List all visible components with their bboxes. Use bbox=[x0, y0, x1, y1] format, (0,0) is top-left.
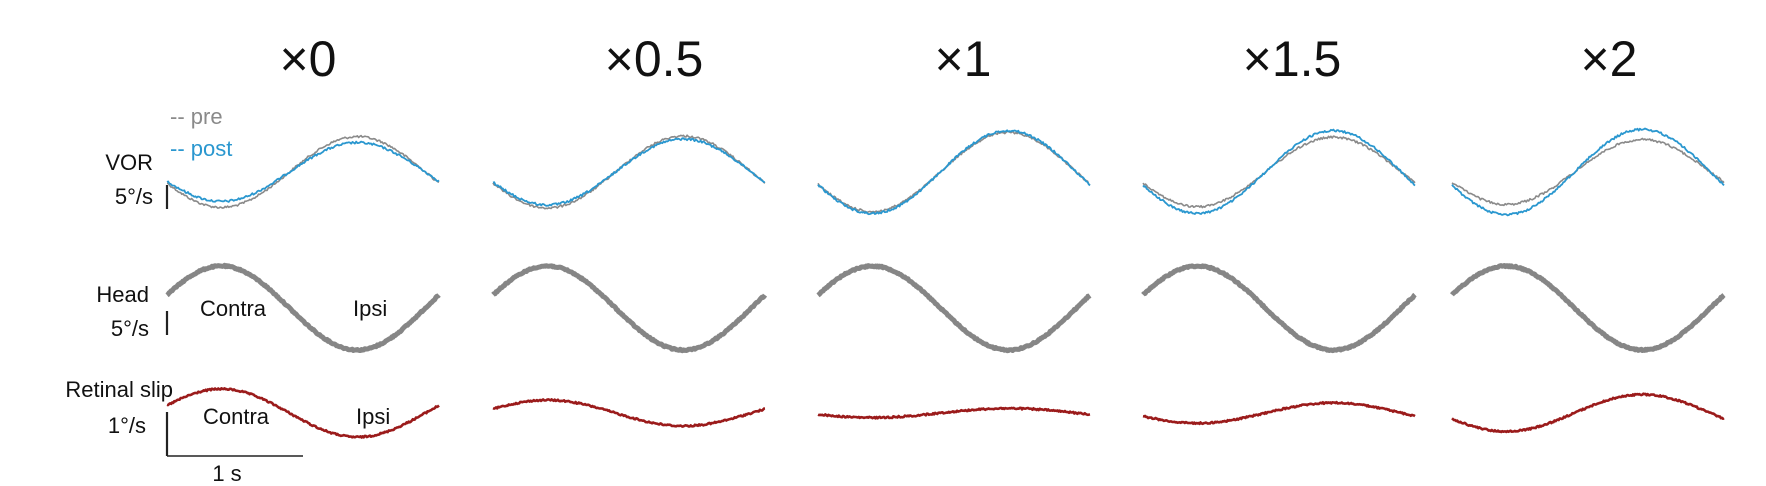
slip-contra-label: Contra bbox=[203, 404, 270, 429]
head-label: Head bbox=[96, 282, 149, 307]
annotations: Contra Ipsi Contra Ipsi 1 s bbox=[200, 296, 390, 486]
slip-scale-label: 1°/s bbox=[108, 413, 146, 438]
vor-post-trace-3 bbox=[1142, 128, 1416, 215]
slip-trace-1 bbox=[492, 398, 766, 428]
slip-ipsi-label: Ipsi bbox=[356, 404, 390, 429]
head-ipsi-label: Ipsi bbox=[353, 296, 387, 321]
col-title-4: ×2 bbox=[1580, 31, 1637, 87]
col-title-1: ×0.5 bbox=[605, 31, 704, 87]
slip-trace-3 bbox=[1142, 400, 1416, 426]
time-scale-label: 1 s bbox=[212, 461, 241, 486]
vor-post-trace-4 bbox=[1451, 127, 1725, 217]
slip-trace-4 bbox=[1451, 392, 1725, 434]
vor-pre-trace-4 bbox=[1451, 137, 1725, 207]
vor-pre-trace-1 bbox=[492, 134, 766, 210]
scale-bars bbox=[165, 185, 303, 457]
head-scale-label: 5°/s bbox=[111, 316, 149, 341]
legend-pre: -- pre bbox=[170, 104, 223, 129]
vor-pre-trace-3 bbox=[1142, 135, 1416, 209]
head-contra-label: Contra bbox=[200, 296, 267, 321]
vor-pre-trace-2 bbox=[817, 130, 1091, 213]
row-labels: VOR 5°/s Head 5°/s Retinal slip 1°/s bbox=[65, 150, 173, 438]
vor-scale-label: 5°/s bbox=[115, 184, 153, 209]
vor-post-trace-2 bbox=[817, 129, 1091, 216]
legend-post: -- post bbox=[170, 136, 232, 161]
head-trace-3 bbox=[1141, 263, 1417, 354]
slip-label: Retinal slip bbox=[65, 377, 173, 402]
vor-post-trace-0 bbox=[166, 140, 440, 203]
traces bbox=[165, 127, 1726, 439]
col-title-0: ×0 bbox=[279, 31, 336, 87]
col-title-2: ×1 bbox=[934, 31, 991, 87]
col-title-3: ×1.5 bbox=[1243, 31, 1342, 87]
slip-trace-0 bbox=[166, 387, 440, 439]
head-trace-2 bbox=[816, 263, 1092, 354]
legend: -- pre -- post bbox=[170, 104, 232, 161]
vor-pre-trace-0 bbox=[166, 134, 440, 209]
vor-label: VOR bbox=[105, 150, 153, 175]
slip-trace-2 bbox=[817, 406, 1091, 420]
head-trace-4 bbox=[1450, 263, 1726, 353]
vor-post-trace-1 bbox=[492, 137, 766, 207]
head-trace-1 bbox=[491, 263, 768, 354]
column-titles: ×0 ×0.5 ×1 ×1.5 ×2 bbox=[279, 31, 1637, 87]
head-trace-0 bbox=[165, 262, 441, 353]
